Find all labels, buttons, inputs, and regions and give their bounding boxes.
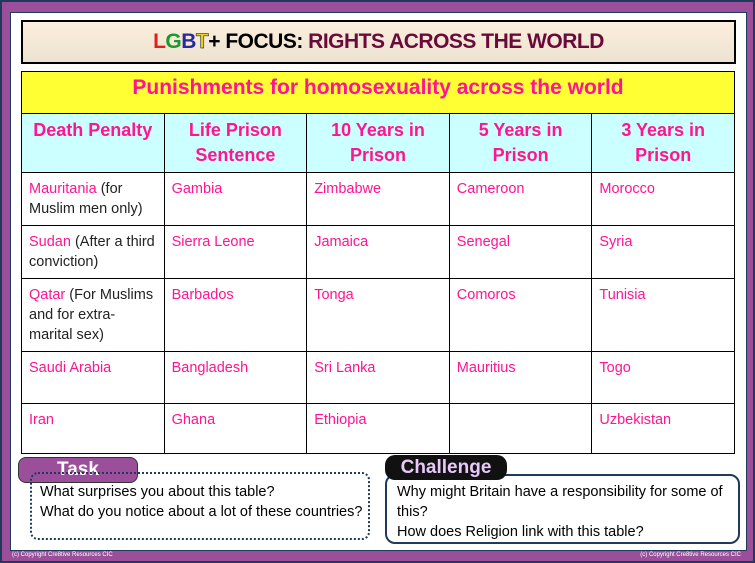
table-cell: Sierra Leone xyxy=(163,225,308,279)
country-name: Uzbekistan xyxy=(599,412,672,428)
table-cell: Morocco xyxy=(591,172,735,226)
table-cell: Qatar (For Muslims and for extra-marital… xyxy=(21,278,165,352)
title-rest: RIGHTS ACROSS THE WORLD xyxy=(302,30,604,53)
title-t: T xyxy=(195,30,209,54)
table-cell: Senegal xyxy=(448,225,593,279)
table-cell: Barbados xyxy=(163,278,308,352)
country-name: Bangladesh xyxy=(171,360,249,376)
table-cell: Togo xyxy=(591,351,735,404)
title-g: G xyxy=(165,30,182,53)
table-cell: Ethiopia xyxy=(306,403,450,454)
title-l: L xyxy=(153,30,166,53)
task-box: What surprises you about this table? What… xyxy=(30,472,370,540)
challenge-line: Why might Britain have a responsibility … xyxy=(397,484,723,520)
table-cell: Bangladesh xyxy=(163,351,308,404)
task-line: What do you notice about a lot of these … xyxy=(40,504,363,520)
country-name: Sudan xyxy=(29,234,71,250)
table-cell: Zimbabwe xyxy=(306,172,450,226)
challenge-box: Why might Britain have a responsibility … xyxy=(385,474,740,544)
column-header: 10 Years in Prison xyxy=(306,113,450,173)
country-name: Qatar xyxy=(29,287,66,303)
country-name: Morocco xyxy=(599,181,655,197)
table-heading: Punishments for homosexuality across the… xyxy=(21,71,735,114)
column-header: 5 Years in Prison xyxy=(448,113,593,173)
country-name: Mauritania xyxy=(29,181,97,197)
country-name: Tonga xyxy=(314,287,354,303)
table-cell: Syria xyxy=(591,225,735,279)
country-name: Cameroon xyxy=(456,181,525,197)
country-name: Gambia xyxy=(171,181,223,197)
table-cell: Comoros xyxy=(448,278,593,352)
table-row: Mauritania (for Muslim men only) Gambia Zi… xyxy=(21,172,735,226)
country-name: Sri Lanka xyxy=(314,360,376,376)
country-name: Togo xyxy=(599,360,631,376)
table-cell: Iran xyxy=(21,403,165,454)
table-cell: Sudan (After a third conviction) xyxy=(21,225,165,279)
table-cell: Gambia xyxy=(163,172,308,226)
country-name: Ghana xyxy=(171,412,216,428)
country-name: Barbados xyxy=(171,287,234,303)
table-cell: Mauritius xyxy=(448,351,593,404)
table-cell: Uzbekistan xyxy=(591,403,735,454)
table-cell: Cameroon xyxy=(448,172,593,226)
table-cell: Saudi Arabia xyxy=(21,351,165,404)
task-line: What surprises you about this table? xyxy=(40,484,275,500)
column-header: 3 Years in Prison xyxy=(591,113,735,173)
challenge-label: Challenge xyxy=(385,455,507,480)
country-name: Comoros xyxy=(456,287,516,303)
column-header: Life Prison Sentence xyxy=(163,113,308,173)
country-name: Tunisia xyxy=(599,287,646,303)
table-cell: Jamaica xyxy=(306,225,450,279)
title-b: B xyxy=(181,30,196,53)
punishments-table: Punishments for homosexuality across the… xyxy=(21,71,735,454)
task-label: Task xyxy=(18,457,138,483)
challenge-line: How does Religion link with this table? xyxy=(397,524,644,540)
table-row: Qatar (For Muslims and for extra-marital… xyxy=(21,278,735,352)
table-cell: Mauritania (for Muslim men only) xyxy=(21,172,165,226)
country-note: (After a third conviction) xyxy=(29,234,155,270)
country-name: Ethiopia xyxy=(314,412,367,428)
country-name: Sierra Leone xyxy=(171,234,255,250)
copyright-left: (c) Copyright Cre8tive Resources CIC xyxy=(12,552,113,558)
page-title: LGBT+ FOCUS: RIGHTS ACROSS THE WORLD xyxy=(21,20,736,64)
country-name: Jamaica xyxy=(314,234,369,250)
country-note: (for Muslim men only) xyxy=(29,181,143,217)
table-cell: Sri Lanka xyxy=(306,351,450,404)
country-name: Iran xyxy=(29,412,54,428)
country-name: Zimbabwe xyxy=(314,181,382,197)
table-row: Saudi Arabia Bangladesh Sri Lanka Mauritius… xyxy=(21,351,735,404)
country-name: Syria xyxy=(599,234,633,250)
table-cell: Ghana xyxy=(163,403,308,454)
column-header: Death Penalty xyxy=(21,113,165,173)
table-cell: Tonga xyxy=(306,278,450,352)
title-focus: + FOCUS: xyxy=(208,30,303,53)
copyright-right: (c) Copyright Cre8tive Resources CIC xyxy=(640,552,741,558)
country-note: (For Muslims and for extra-marital sex) xyxy=(29,287,154,343)
table-cell: Tunisia xyxy=(591,278,735,352)
table-row: Sudan (After a third conviction) Sierra L… xyxy=(21,225,735,279)
table-row: Iran Ghana Ethiopia Uzbekistan xyxy=(21,403,735,454)
country-name: Mauritius xyxy=(456,360,516,376)
country-name: Senegal xyxy=(456,234,510,250)
country-name: Saudi Arabia xyxy=(29,360,112,376)
table-cell xyxy=(448,403,593,454)
